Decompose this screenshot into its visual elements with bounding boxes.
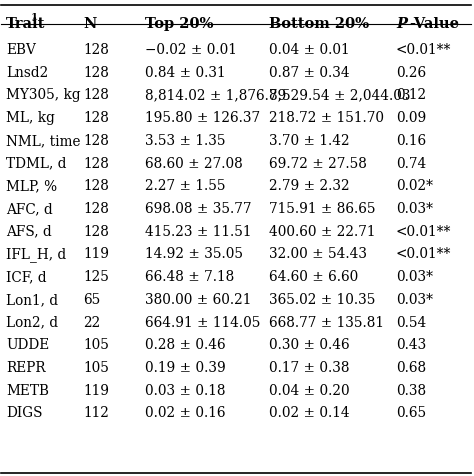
Text: 1: 1	[31, 13, 38, 22]
Text: 0.54: 0.54	[396, 316, 426, 329]
Text: 380.00 ± 60.21: 380.00 ± 60.21	[145, 293, 251, 307]
Text: 415.23 ± 11.51: 415.23 ± 11.51	[145, 225, 251, 239]
Text: 128: 128	[83, 202, 109, 216]
Text: DIGS: DIGS	[6, 407, 43, 420]
Text: 2.27 ± 1.55: 2.27 ± 1.55	[145, 179, 225, 193]
Text: 128: 128	[83, 225, 109, 239]
Text: 0.04 ± 0.01: 0.04 ± 0.01	[269, 43, 350, 57]
Text: 128: 128	[83, 111, 109, 125]
Text: 365.02 ± 10.35: 365.02 ± 10.35	[269, 293, 375, 307]
Text: ICF, d: ICF, d	[6, 270, 47, 284]
Text: Lnsd2: Lnsd2	[6, 66, 48, 80]
Text: 195.80 ± 126.37: 195.80 ± 126.37	[145, 111, 260, 125]
Text: 68.60 ± 27.08: 68.60 ± 27.08	[145, 157, 242, 170]
Text: 698.08 ± 35.77: 698.08 ± 35.77	[145, 202, 251, 216]
Text: 0.03*: 0.03*	[396, 202, 433, 216]
Text: 0.65: 0.65	[396, 407, 426, 420]
Text: MY305, kg: MY305, kg	[6, 89, 81, 102]
Text: 0.03 ± 0.18: 0.03 ± 0.18	[145, 384, 225, 398]
Text: 14.92 ± 35.05: 14.92 ± 35.05	[145, 248, 243, 261]
Text: Top 20%: Top 20%	[145, 17, 213, 30]
Text: <0.01**: <0.01**	[396, 225, 451, 239]
Text: 664.91 ± 114.05: 664.91 ± 114.05	[145, 316, 260, 329]
Text: 0.03*: 0.03*	[396, 270, 433, 284]
Text: 119: 119	[83, 384, 109, 398]
Text: 0.30 ± 0.46: 0.30 ± 0.46	[269, 338, 350, 352]
Text: 112: 112	[83, 407, 109, 420]
Text: 400.60 ± 22.71: 400.60 ± 22.71	[269, 225, 375, 239]
Text: 668.77 ± 135.81: 668.77 ± 135.81	[269, 316, 384, 329]
Text: N: N	[83, 17, 97, 30]
Text: 128: 128	[83, 134, 109, 148]
Text: 0.26: 0.26	[396, 66, 426, 80]
Text: NML, time: NML, time	[6, 134, 81, 148]
Text: 32.00 ± 54.43: 32.00 ± 54.43	[269, 248, 367, 261]
Text: <0.01**: <0.01**	[396, 43, 451, 57]
Text: Lon1, d: Lon1, d	[6, 293, 58, 307]
Text: 119: 119	[83, 248, 109, 261]
Text: 3.53 ± 1.35: 3.53 ± 1.35	[145, 134, 225, 148]
Text: 128: 128	[83, 89, 109, 102]
Text: 0.02*: 0.02*	[396, 179, 433, 193]
Text: 8,814.02 ± 1,876.79: 8,814.02 ± 1,876.79	[145, 89, 286, 102]
Text: 0.02 ± 0.14: 0.02 ± 0.14	[269, 407, 350, 420]
Text: 0.09: 0.09	[396, 111, 426, 125]
Text: 8,529.54 ± 2,044.03: 8,529.54 ± 2,044.03	[269, 89, 410, 102]
Text: 0.17 ± 0.38: 0.17 ± 0.38	[269, 361, 350, 375]
Text: Bottom 20%: Bottom 20%	[269, 17, 369, 30]
Text: P: P	[396, 17, 407, 30]
Text: 218.72 ± 151.70: 218.72 ± 151.70	[269, 111, 384, 125]
Text: 105: 105	[83, 338, 109, 352]
Text: 128: 128	[83, 179, 109, 193]
Text: 22: 22	[83, 316, 101, 329]
Text: IFL_H, d: IFL_H, d	[6, 248, 66, 262]
Text: 715.91 ± 86.65: 715.91 ± 86.65	[269, 202, 375, 216]
Text: 0.84 ± 0.31: 0.84 ± 0.31	[145, 66, 225, 80]
Text: AFS, d: AFS, d	[6, 225, 52, 239]
Text: 0.03*: 0.03*	[396, 293, 433, 307]
Text: 0.74: 0.74	[396, 157, 426, 170]
Text: 69.72 ± 27.58: 69.72 ± 27.58	[269, 157, 367, 170]
Text: −0.02 ± 0.01: −0.02 ± 0.01	[145, 43, 237, 57]
Text: 0.16: 0.16	[396, 134, 426, 148]
Text: 2.79 ± 2.32: 2.79 ± 2.32	[269, 179, 350, 193]
Text: MLP, %: MLP, %	[6, 179, 57, 193]
Text: METB: METB	[6, 384, 49, 398]
Text: REPR: REPR	[6, 361, 46, 375]
Text: <0.01**: <0.01**	[396, 248, 451, 261]
Text: 0.68: 0.68	[396, 361, 426, 375]
Text: 66.48 ± 7.18: 66.48 ± 7.18	[145, 270, 234, 284]
Text: 0.12: 0.12	[396, 89, 426, 102]
Text: 65: 65	[83, 293, 101, 307]
Text: Trait: Trait	[6, 17, 46, 30]
Text: -Value: -Value	[409, 17, 459, 30]
Text: AFC, d: AFC, d	[6, 202, 53, 216]
Text: 64.60 ± 6.60: 64.60 ± 6.60	[269, 270, 358, 284]
Text: 0.04 ± 0.20: 0.04 ± 0.20	[269, 384, 350, 398]
Text: 125: 125	[83, 270, 109, 284]
Text: 128: 128	[83, 66, 109, 80]
Text: 0.43: 0.43	[396, 338, 426, 352]
Text: 105: 105	[83, 361, 109, 375]
Text: 128: 128	[83, 43, 109, 57]
Text: EBV: EBV	[6, 43, 36, 57]
Text: TDML, d: TDML, d	[6, 157, 66, 170]
Text: 0.19 ± 0.39: 0.19 ± 0.39	[145, 361, 226, 375]
Text: UDDE: UDDE	[6, 338, 49, 352]
Text: 3.70 ± 1.42: 3.70 ± 1.42	[269, 134, 350, 148]
Text: 0.87 ± 0.34: 0.87 ± 0.34	[269, 66, 350, 80]
Text: 0.02 ± 0.16: 0.02 ± 0.16	[145, 407, 225, 420]
Text: ML, kg: ML, kg	[6, 111, 55, 125]
Text: 0.28 ± 0.46: 0.28 ± 0.46	[145, 338, 225, 352]
Text: 128: 128	[83, 157, 109, 170]
Text: 0.38: 0.38	[396, 384, 426, 398]
Text: Lon2, d: Lon2, d	[6, 316, 58, 329]
